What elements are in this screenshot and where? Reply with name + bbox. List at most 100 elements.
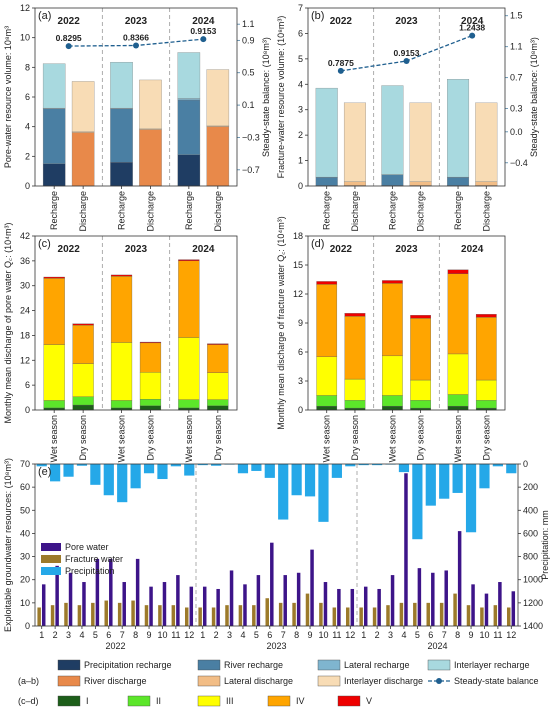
precipitation-bar (372, 464, 383, 466)
pore-water-bar (484, 593, 489, 626)
bar-class-IV (316, 284, 338, 357)
precipitation-bar (211, 464, 222, 466)
y-tick-label: 60 (20, 482, 30, 492)
pore-water-bar (511, 591, 516, 626)
pore-water-bar (377, 588, 381, 626)
month-label: 9 (469, 630, 474, 640)
y-tick-label: 50 (20, 505, 30, 515)
y-tick-label: 42 (20, 231, 30, 241)
fracture-water-bar (50, 605, 55, 626)
bar-class-IV (344, 316, 366, 380)
fracture-water-bar (64, 602, 68, 626)
month-label: 6 (267, 630, 272, 640)
pore-water-bar (390, 575, 395, 626)
bar-class-V (344, 313, 366, 317)
bar-recharge-2 (447, 177, 470, 186)
month-label: 11 (332, 630, 341, 640)
y2-tick-label: 800 (523, 552, 538, 562)
x-tick-label: Discharge (350, 191, 360, 232)
legend-marker (436, 678, 442, 684)
year-label: 2022 (330, 16, 353, 27)
x-tick-label: Wet season (387, 415, 397, 462)
panel-label: (b) (311, 10, 324, 22)
fracture-water-bar (211, 607, 216, 626)
fracture-water-bar (37, 607, 41, 626)
pore-water-bar (283, 575, 287, 626)
bar-recharge-2 (381, 174, 404, 186)
pore-water-bar (256, 575, 261, 626)
legend-swatch (337, 695, 361, 707)
pore-water-bar (350, 588, 355, 626)
y2-tick-label: 200 (523, 482, 538, 492)
precipitation-bar (251, 464, 262, 471)
bar-class-III (316, 356, 338, 396)
year-label: 2023 (125, 244, 148, 255)
y2-tick-label: 1200 (523, 598, 543, 608)
bar-class-II (344, 400, 366, 409)
panel-label: (d) (311, 238, 324, 250)
bar-recharge-1 (177, 154, 201, 187)
month-label: 2 (214, 630, 219, 640)
bar-class-I (382, 405, 403, 411)
legend-label: Interlayer recharge (454, 660, 530, 670)
x-tick-label: Recharge (184, 191, 194, 230)
legend-swatch (57, 659, 81, 671)
y-axis-title: Fracture-water resource volume: (10⁸m³) (276, 16, 286, 179)
y2-tick-label: 0.9 (242, 35, 255, 45)
y-tick-label: 7 (298, 3, 303, 13)
y-tick-label: 36 (20, 256, 30, 266)
year-label: 2024 (192, 16, 215, 27)
bar-recharge-2 (42, 108, 66, 164)
precipitation-bar (143, 464, 155, 474)
bar-class-II (475, 400, 497, 409)
bar-class-III (382, 355, 403, 396)
bar-discharge-3 (139, 79, 162, 130)
precipitation-bar (157, 464, 168, 480)
bar-class-II (410, 400, 431, 409)
x-tick-label: Wet season (322, 415, 332, 462)
pore-water-bar (310, 549, 314, 626)
month-label: 12 (345, 630, 355, 640)
precipitation-bar (465, 464, 477, 533)
x-tick-label: Discharge (78, 191, 88, 232)
y-tick-label: 0 (25, 621, 30, 631)
fracture-water-bar (184, 607, 189, 626)
y-axis-title: Exploitable groundwater resources: (10⁸m… (3, 458, 13, 632)
y-tick-label: 2 (25, 151, 30, 161)
balance-point (200, 36, 207, 43)
month-label: 4 (240, 630, 245, 640)
y2-tick-label: −0.7 (242, 165, 260, 175)
year-label: 2023 (125, 16, 148, 27)
x-tick-label: Wet season (117, 415, 127, 462)
y-tick-label: 10 (20, 33, 30, 43)
plot-frame (34, 463, 519, 627)
y-tick-label: 30 (20, 552, 30, 562)
y2-tick-label: 1.1 (510, 42, 523, 52)
bar-class-V (43, 276, 65, 279)
legend-label: River recharge (224, 660, 283, 670)
bar-discharge-3 (71, 81, 95, 133)
x-tick-label: Dry season (350, 415, 360, 461)
month-label: 1 (200, 630, 205, 640)
year-label: 2023 (395, 244, 418, 255)
pore-water-bar (229, 570, 234, 626)
legend-swatch (267, 695, 291, 707)
x-tick-label: Recharge (453, 191, 463, 230)
bar-class-III (178, 337, 200, 400)
fracture-water-bar (453, 593, 457, 626)
fracture-water-bar (466, 605, 471, 626)
precipitation-bar (479, 464, 490, 489)
bar-discharge-3 (475, 102, 498, 182)
bar-discharge-2 (475, 181, 498, 186)
fracture-water-bar (480, 607, 484, 626)
bar-recharge-4 (381, 85, 404, 175)
pore-water-bar (457, 531, 462, 626)
legend-label: II (156, 696, 161, 706)
fracture-water-bar (131, 600, 135, 626)
x-tick-label: Recharge (387, 191, 397, 230)
y-tick-label: 3 (298, 376, 303, 386)
balance-value-label: 0.7875 (328, 58, 354, 68)
month-label: 9 (147, 630, 152, 640)
month-label: 6 (106, 630, 111, 640)
